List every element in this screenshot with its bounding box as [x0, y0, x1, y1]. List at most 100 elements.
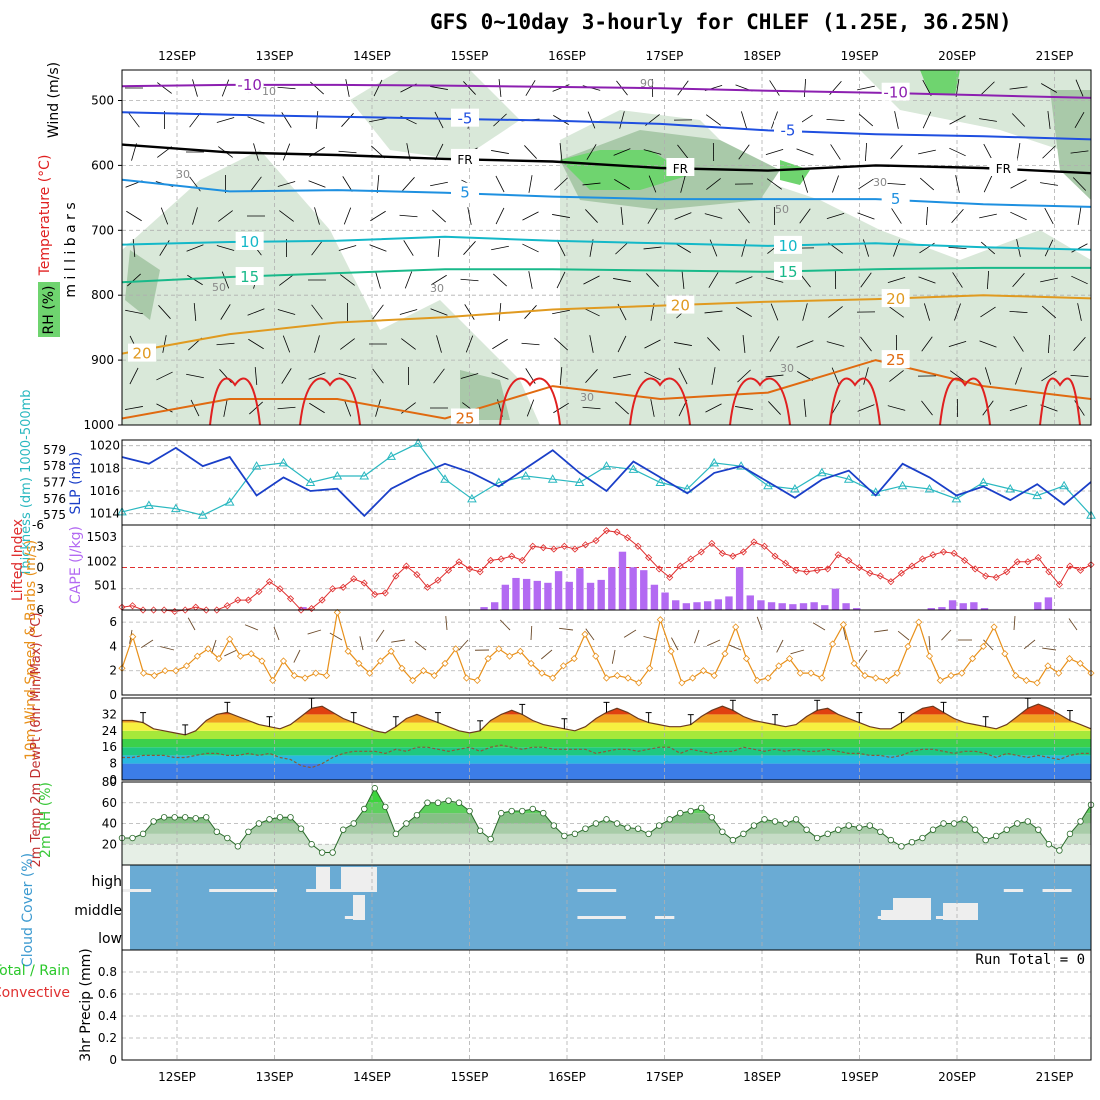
cloud-gap-high — [306, 889, 326, 892]
wind-barb — [556, 239, 566, 257]
wind-barb — [521, 342, 540, 346]
wind-barb — [857, 404, 875, 412]
x-tick-label-top: 13SEP — [256, 49, 294, 63]
wind-barb — [467, 207, 472, 225]
wind-barb — [650, 399, 655, 417]
wind-barb — [769, 80, 780, 96]
thickness-point — [547, 474, 558, 483]
time-axes: 12SEP 12SEP 13SEP 13SEP 14SEP 14SEP 15SEP 15SEP… — [158, 49, 1073, 1084]
wind-barb — [711, 367, 716, 385]
cape-bar — [682, 603, 691, 610]
rh-tick-label: 80 — [102, 775, 117, 789]
temp-band — [122, 755, 1091, 764]
rh-point — [234, 843, 242, 850]
rh-point — [677, 809, 684, 817]
wind-barb — [160, 207, 169, 225]
wind-barb — [860, 336, 872, 352]
lifted-point — [1034, 554, 1042, 562]
wind-barb — [1047, 111, 1051, 129]
rh-contour-label: 30 — [580, 391, 594, 404]
lifted-point — [602, 527, 611, 535]
temp-tick-label: 32 — [102, 707, 117, 721]
wind-barb — [923, 303, 931, 321]
isotherm--5 — [121, 111, 1092, 141]
cape-bar — [703, 601, 712, 610]
lifted-point — [371, 590, 379, 598]
x-tick-label-top: 18SEP — [743, 49, 781, 63]
cape-bar — [714, 599, 722, 610]
wind-barb — [1073, 336, 1086, 352]
rh-point — [698, 804, 705, 812]
wind-speed-point — [1065, 655, 1074, 663]
x-tick-label-bottom: 19SEP — [841, 1070, 879, 1084]
cloud-gap-middle — [943, 903, 978, 920]
rh-point — [519, 807, 526, 815]
isotherm-30 — [499, 377, 561, 426]
wind-barb — [1072, 177, 1087, 191]
wind-barb — [281, 368, 292, 384]
lifted-point — [971, 565, 979, 573]
cape-bar — [491, 602, 499, 610]
wind-barb — [156, 371, 173, 381]
wind-barb — [812, 622, 826, 631]
rh-point — [171, 814, 178, 821]
cape-bar — [522, 578, 531, 610]
lifted-point — [181, 606, 189, 614]
rh-contour-label: 30 — [780, 362, 794, 375]
lifted-point — [645, 554, 653, 562]
wind-speed-point — [279, 657, 288, 665]
wind-speed-point — [409, 676, 417, 684]
isotherm-label: 15 — [240, 268, 259, 286]
lifted-tick-label: -6 — [32, 518, 44, 532]
wind-speed-point — [139, 669, 148, 677]
thickness-point — [790, 484, 800, 493]
rh-point — [329, 849, 336, 856]
cloud-axis-label: Cloud Cover (%) — [20, 853, 36, 967]
wind-barb — [858, 649, 868, 662]
slp-axis-label: SLP (mb) — [68, 451, 84, 514]
wind-barb — [790, 649, 805, 655]
wind-barb — [980, 306, 996, 318]
wind-speed-point — [872, 674, 880, 682]
wind-speed-point — [247, 650, 255, 658]
rh-point — [561, 832, 568, 840]
x-tick-label-top: 15SEP — [451, 49, 489, 63]
rh-point — [361, 805, 368, 813]
lifted-point — [950, 549, 958, 557]
pressure-tick-label: 600 — [91, 158, 114, 172]
wind-speed-point — [818, 674, 826, 682]
wind-speed-point — [947, 672, 955, 680]
precip-tick-label: 0 — [109, 1053, 117, 1067]
wind-barb — [680, 175, 686, 193]
lifted-point — [413, 571, 421, 579]
wind-barb — [375, 271, 381, 289]
wind-barb — [126, 210, 142, 222]
cape-bar — [799, 603, 808, 610]
rh-point — [1035, 826, 1042, 833]
lifted-point — [803, 568, 811, 576]
lifted-point — [613, 528, 621, 536]
cape-bar — [693, 602, 701, 610]
wind-barb — [614, 179, 630, 189]
cloud-level-label: middle — [74, 903, 122, 919]
wind-barb — [1011, 113, 1026, 127]
wind-barb — [343, 399, 352, 417]
legend-temperature: Temperature (°C) — [37, 155, 53, 277]
wind-speed-point — [226, 635, 234, 643]
wind-barb — [224, 649, 238, 657]
lifted-point — [897, 569, 905, 577]
pressure-tick-label: 800 — [91, 288, 114, 302]
thickness-point — [144, 500, 154, 509]
rh-point — [655, 822, 663, 829]
wind-barb — [1009, 404, 1028, 412]
wind-barb — [955, 175, 960, 193]
lifted-point — [813, 566, 821, 574]
cape-bar — [608, 567, 616, 610]
lifted-point — [276, 585, 284, 593]
lifted-point — [876, 572, 884, 580]
x-tick-label-bottom: 16SEP — [548, 1070, 586, 1084]
wind-speed-point — [699, 667, 707, 675]
lifted-tick-label: 6 — [36, 603, 44, 617]
